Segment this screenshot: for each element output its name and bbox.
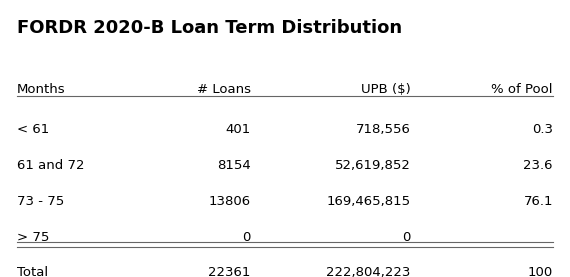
Text: 52,619,852: 52,619,852 [335, 159, 410, 172]
Text: 169,465,815: 169,465,815 [326, 195, 410, 208]
Text: 61 and 72: 61 and 72 [17, 159, 84, 172]
Text: FORDR 2020-B Loan Term Distribution: FORDR 2020-B Loan Term Distribution [17, 19, 402, 37]
Text: > 75: > 75 [17, 231, 50, 244]
Text: 8154: 8154 [217, 159, 251, 172]
Text: # Loans: # Loans [197, 83, 251, 96]
Text: 0: 0 [242, 231, 251, 244]
Text: 0.3: 0.3 [532, 123, 553, 136]
Text: 222,804,223: 222,804,223 [326, 266, 410, 277]
Text: 401: 401 [226, 123, 251, 136]
Text: 22361: 22361 [209, 266, 251, 277]
Text: % of Pool: % of Pool [491, 83, 553, 96]
Text: 100: 100 [528, 266, 553, 277]
Text: 76.1: 76.1 [523, 195, 553, 208]
Text: 718,556: 718,556 [356, 123, 410, 136]
Text: < 61: < 61 [17, 123, 50, 136]
Text: 23.6: 23.6 [523, 159, 553, 172]
Text: UPB ($): UPB ($) [361, 83, 410, 96]
Text: Months: Months [17, 83, 66, 96]
Text: Total: Total [17, 266, 48, 277]
Text: 73 - 75: 73 - 75 [17, 195, 64, 208]
Text: 13806: 13806 [209, 195, 251, 208]
Text: 0: 0 [402, 231, 410, 244]
